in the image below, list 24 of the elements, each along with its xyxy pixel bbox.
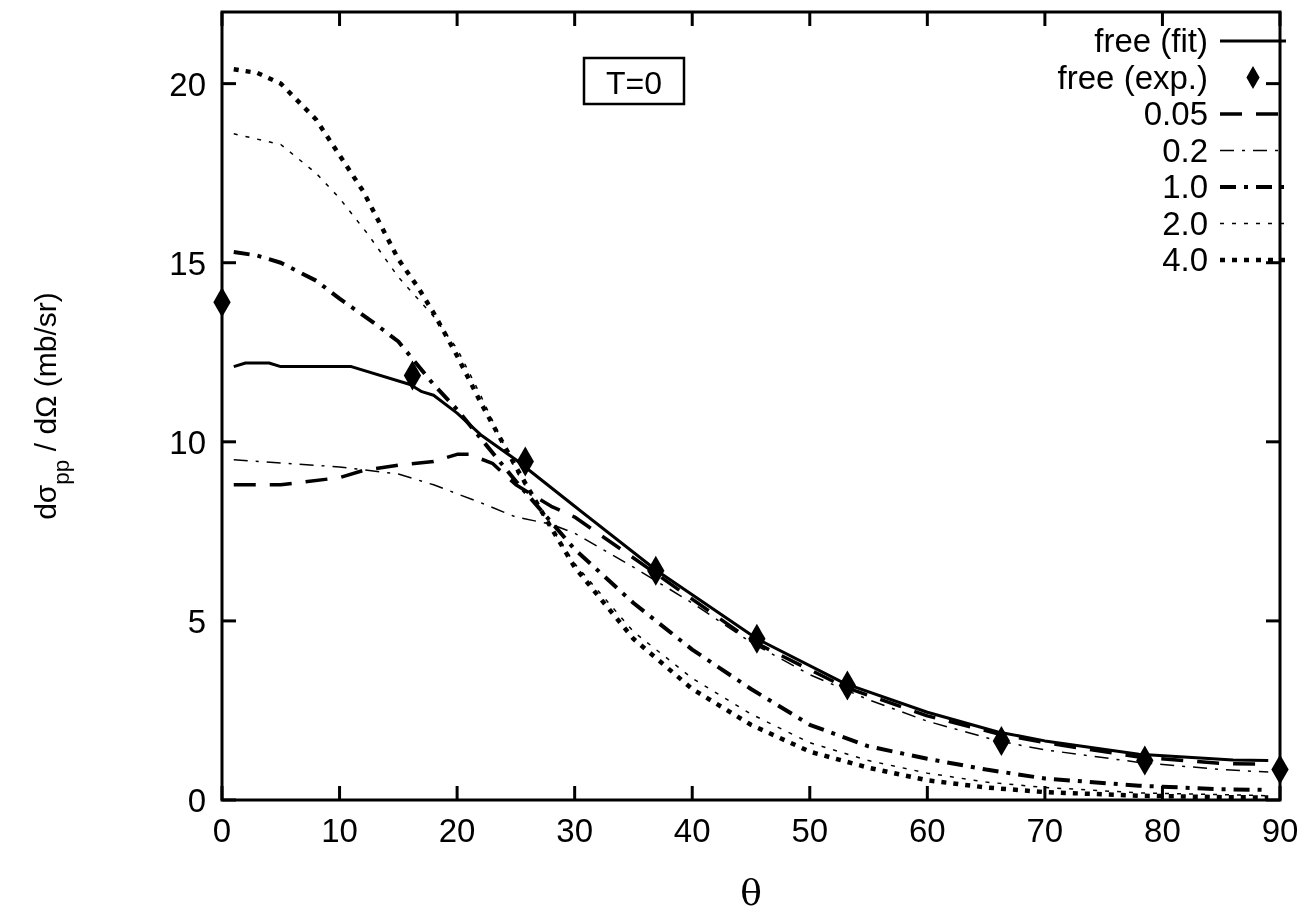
legend-label: 4.0 — [1162, 241, 1208, 278]
x-tick-label: 20 — [438, 812, 476, 849]
x-tick-label: 60 — [908, 812, 946, 849]
legend-label: 1.0 — [1162, 168, 1208, 205]
x-tick-label: 40 — [673, 812, 711, 849]
legend-label: 0.05 — [1143, 95, 1208, 132]
y-tick-label: 20 — [169, 65, 206, 103]
legend-label: 0.2 — [1162, 131, 1208, 169]
x-tick-label: 50 — [791, 812, 829, 849]
y-tick-label: 0 — [187, 782, 206, 819]
annotation: T=0 — [605, 65, 663, 101]
legend-label: free (fit) — [1094, 22, 1208, 59]
x-tick-label: 80 — [1144, 812, 1181, 849]
x-tick-label: 90 — [1261, 812, 1299, 849]
y-tick-label: 15 — [169, 244, 206, 282]
x-tick-label: 30 — [556, 812, 594, 849]
y-tick-label: 10 — [169, 423, 206, 461]
x-tick-label: 10 — [321, 812, 358, 849]
x-tick-label: 0 — [212, 812, 232, 849]
legend-label: 2.0 — [1162, 204, 1208, 242]
legend-label: free (exp.) — [1057, 58, 1208, 96]
x-tick-label: 70 — [1026, 812, 1064, 849]
y-tick-label: 5 — [187, 602, 206, 640]
x-axis-title: θ — [740, 872, 762, 913]
